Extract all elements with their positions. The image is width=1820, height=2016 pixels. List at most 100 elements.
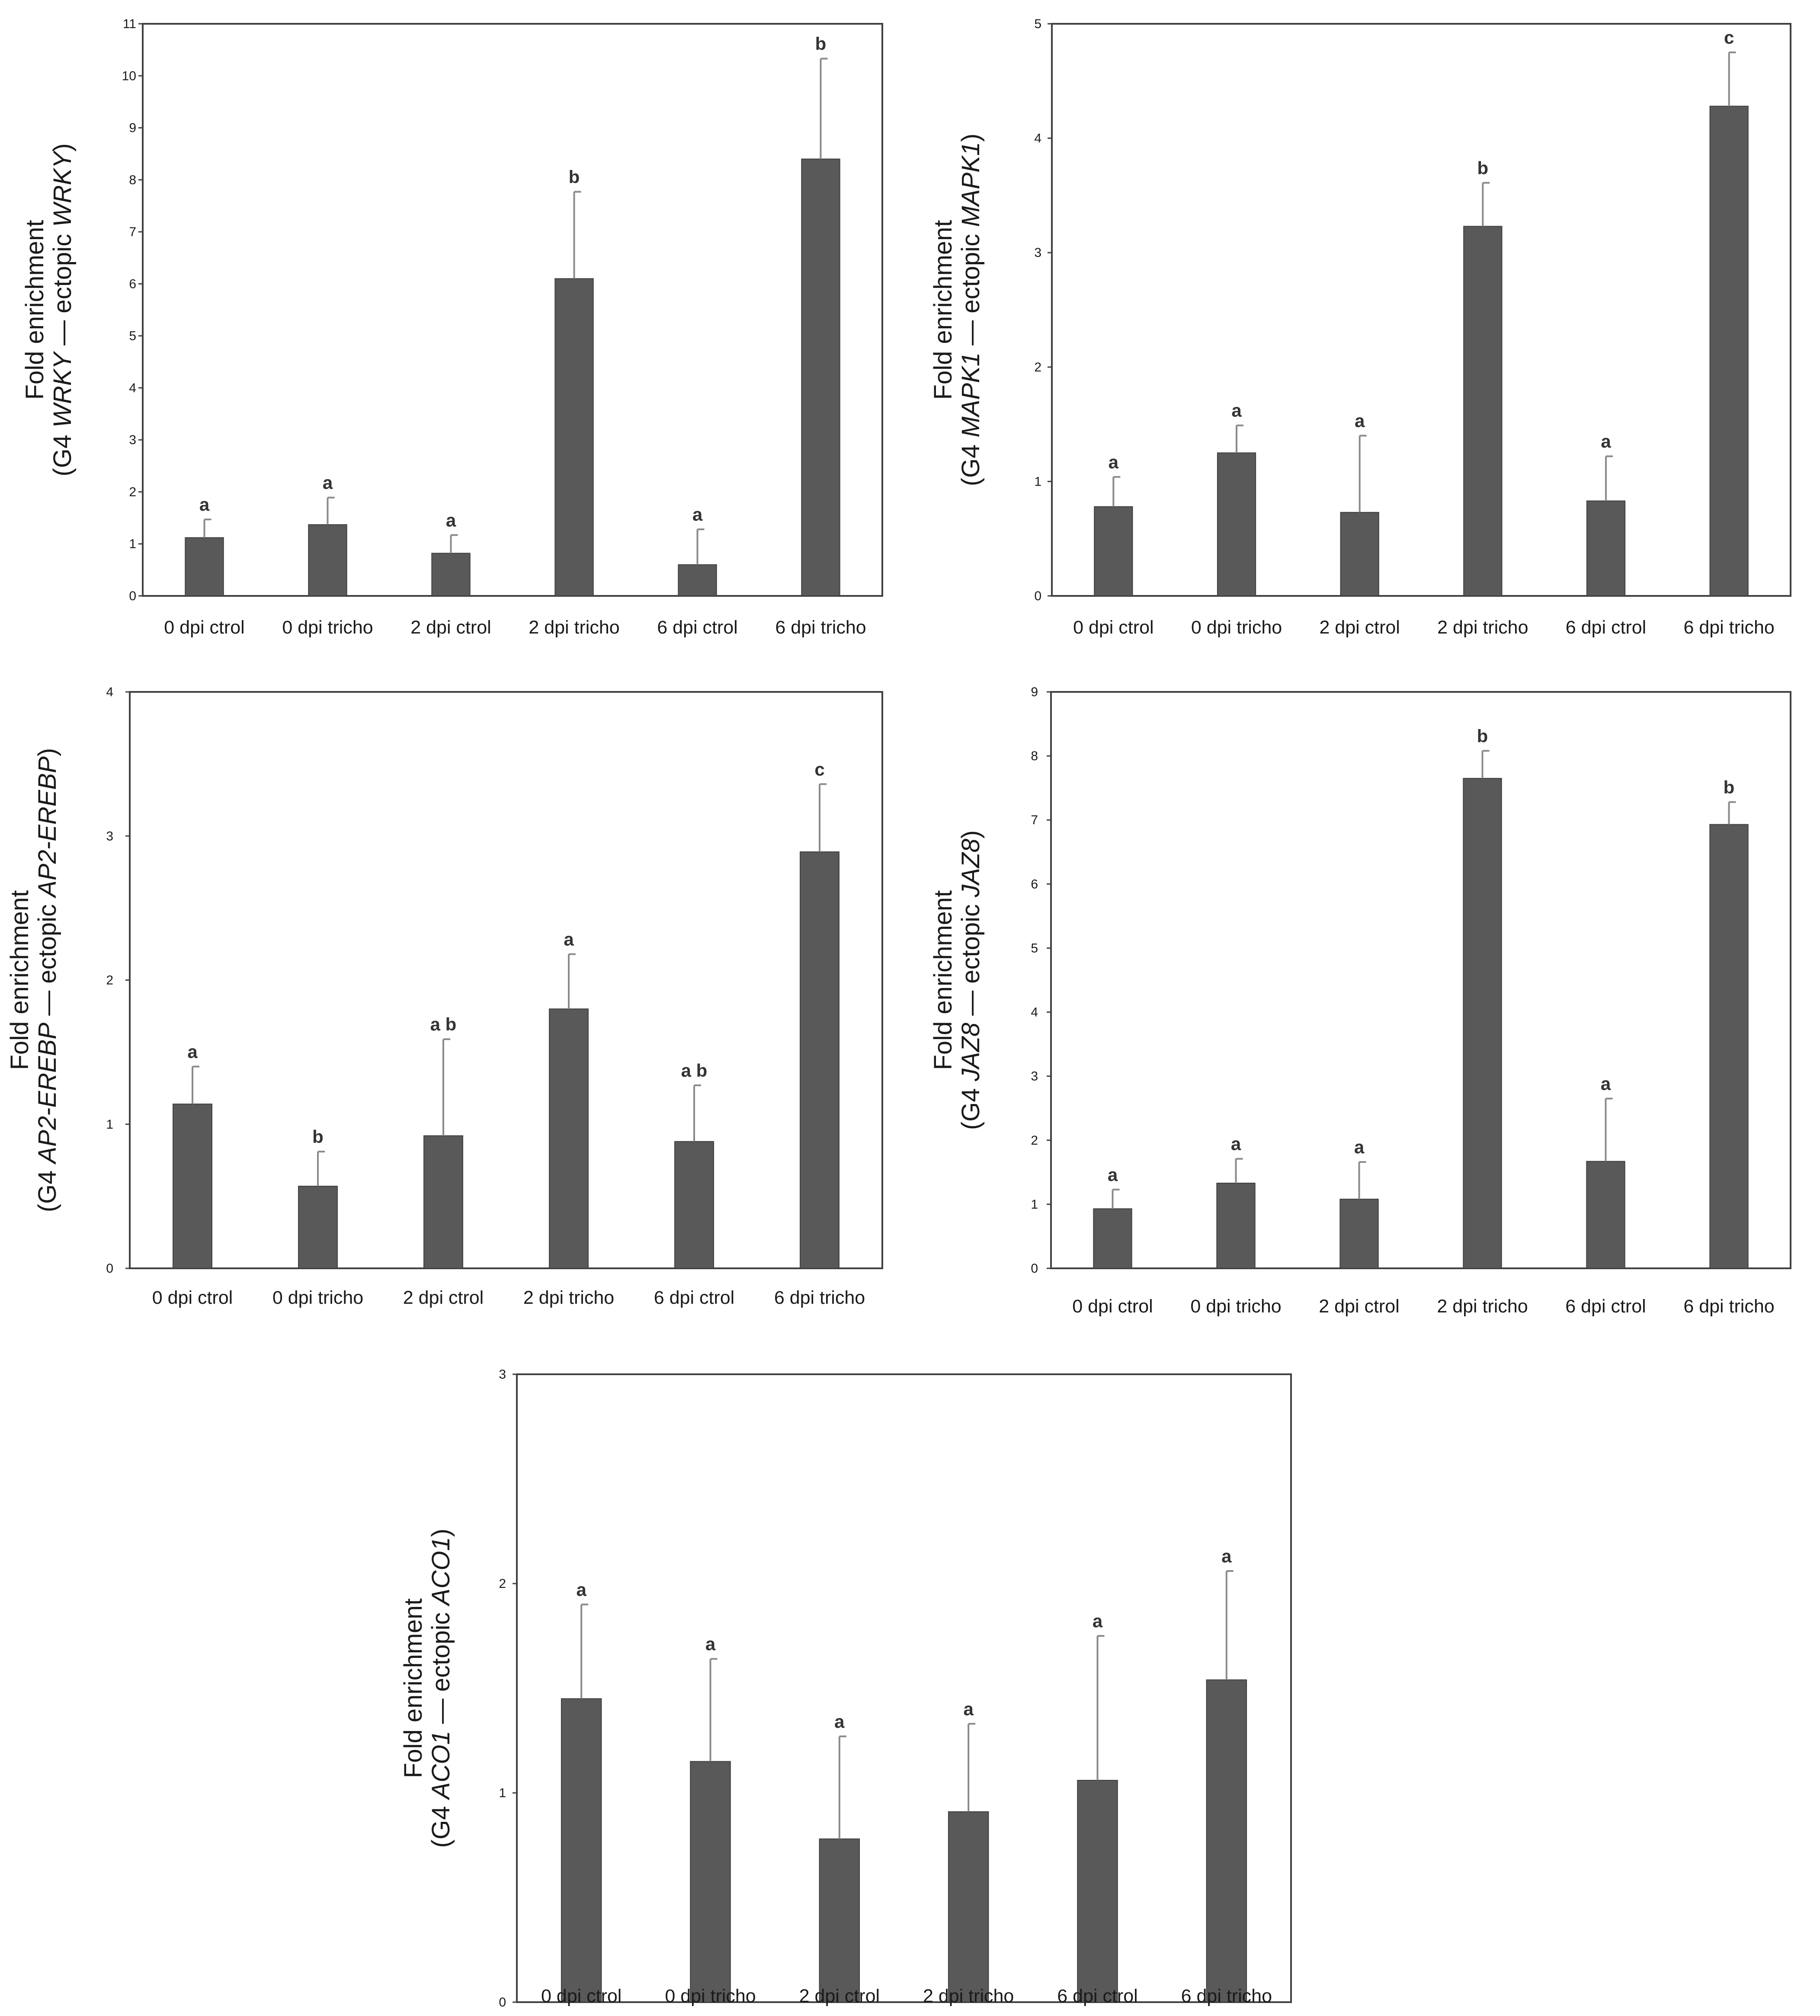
y-tick-label: 1 <box>1034 474 1041 489</box>
y-tick-label: 8 <box>129 173 136 187</box>
y-tick-label: 9 <box>1031 685 1038 699</box>
y-axis-label-line2-prefix: (G4 <box>957 437 985 486</box>
category-label: 2 dpi tricho <box>923 1986 1014 2006</box>
category-label: 2 dpi ctrol <box>1319 1296 1399 1317</box>
y-axis-label: Fold enrichment(G4 ACO1 — ectopic ACO1) <box>399 1529 455 1848</box>
category-label: 6 dpi tricho <box>775 617 866 638</box>
significance-letter: a <box>1601 431 1611 451</box>
category-label: 6 dpi ctrol <box>657 617 737 638</box>
y-axis-label-line1: Fold enrichment <box>399 1598 427 1778</box>
y-tick-label: 3 <box>499 1367 506 1382</box>
y-axis-label-gene: ACO1 <box>427 1731 455 1800</box>
significance-letter: a <box>323 473 333 493</box>
category-label: 6 dpi tricho <box>1683 617 1774 638</box>
plot-frame <box>142 23 883 597</box>
significance-letter: a <box>1231 400 1242 421</box>
y-axis-label-line2-prefix: (G4 <box>427 1799 455 1848</box>
bar <box>1586 1161 1625 1269</box>
y-axis-label-gene: WRKY <box>48 351 77 428</box>
y-axis-label-line1: Fold enrichment <box>21 220 49 400</box>
category-label: 2 dpi tricho <box>1437 1296 1528 1317</box>
y-axis-label-line2-suffix: ) <box>957 830 985 838</box>
y-axis-label: Fold enrichment(G4 JAZ8 — ectopic JAZ8) <box>929 830 985 1130</box>
y-tick-label: 0 <box>129 589 136 603</box>
significance-letter: a <box>576 1579 586 1600</box>
y-tick-label: 1 <box>106 1117 113 1132</box>
bar <box>1093 1208 1132 1269</box>
y-axis-label: Fold enrichment (G4 MAPK1 — ectopic MAPK1… <box>929 134 985 486</box>
bar <box>1340 512 1379 597</box>
y-tick-label: 3 <box>1031 1069 1038 1084</box>
plot-frame <box>1050 691 1791 1269</box>
category-label: 2 dpi tricho <box>1437 617 1528 638</box>
bar <box>674 1141 714 1269</box>
category-label: 2 dpi ctrol <box>1319 617 1400 638</box>
category-label: 0 dpi tricho <box>1191 617 1282 638</box>
y-tick-label: 4 <box>106 685 113 699</box>
significance-letter: c <box>814 759 824 779</box>
y-axis-label-line2-prefix: (G4 <box>33 1163 61 1212</box>
y-tick-label: 1 <box>1031 1197 1038 1212</box>
y-tick-label: 6 <box>129 277 136 291</box>
y-axis-label-line2-prefix: (G4 <box>957 1081 985 1130</box>
bar <box>554 278 594 596</box>
category-label: 6 dpi tricho <box>1683 1296 1774 1317</box>
y-axis-label-gene: AP2-EREBP <box>33 756 61 899</box>
bar <box>298 1186 338 1269</box>
category-label: 0 dpi tricho <box>665 1986 756 2006</box>
significance-letter: a <box>834 1711 845 1731</box>
significance-letter: a <box>1108 1165 1118 1185</box>
significance-letter: a <box>1601 1074 1611 1094</box>
y-tick-label: 2 <box>1034 360 1041 374</box>
y-tick-label: 4 <box>1034 131 1041 146</box>
bar <box>431 553 471 596</box>
significance-letter: b <box>815 34 827 54</box>
y-tick-label: 2 <box>1031 1133 1038 1148</box>
y-axis-label-line2-suffix: ) <box>957 134 985 142</box>
bar <box>1586 500 1626 596</box>
category-label: 0 dpi ctrol <box>152 1287 233 1308</box>
bar <box>690 1761 731 2003</box>
category-label: 6 dpi ctrol <box>1566 617 1646 638</box>
bar <box>1077 1779 1118 2003</box>
y-axis-label-gene: JAZ8 <box>957 838 985 897</box>
bar <box>1709 106 1749 597</box>
y-tick-label: 10 <box>122 69 136 83</box>
y-axis-label-line2-mid: — ectopic <box>48 227 77 352</box>
y-tick-label: 4 <box>1031 1005 1038 1020</box>
significance-letter: a <box>1231 1134 1241 1154</box>
y-axis-label-line2-mid: — ectopic <box>33 897 61 1023</box>
y-axis-label-line2-suffix: ) <box>33 748 61 756</box>
category-label: 6 dpi tricho <box>774 1287 865 1308</box>
significance-letter: a <box>1093 1611 1103 1631</box>
y-tick-label: 3 <box>106 829 113 843</box>
panel-jaz8: 0 1 2 3 4 5 6 7 8 9 a 0 dpi ctrol a 0 dpi tricho a 2 dp… <box>929 685 1791 1317</box>
significance-letter: a b <box>681 1060 708 1081</box>
category-label: 0 dpi ctrol <box>541 1986 622 2006</box>
category-label: 0 dpi ctrol <box>1072 1296 1153 1317</box>
y-tick-label: 11 <box>123 17 136 31</box>
significance-letter: a <box>1355 411 1365 431</box>
category-label: 0 dpi tricho <box>282 617 373 638</box>
y-tick-label: 5 <box>1034 17 1041 31</box>
bar <box>185 537 224 597</box>
y-tick-label: 8 <box>1031 749 1038 763</box>
significance-letter: a <box>963 1699 974 1719</box>
y-axis-label-line1: Fold enrichment <box>6 890 34 1070</box>
y-tick-label: 7 <box>1031 813 1038 827</box>
significance-letter: a b <box>430 1014 457 1034</box>
bar <box>549 1008 589 1269</box>
y-axis-label-line2-mid: — ectopic <box>957 227 985 352</box>
significance-letter: c <box>1724 27 1734 48</box>
category-label: 0 dpi ctrol <box>1073 617 1154 638</box>
y-axis-label-line2-suffix: ) <box>48 143 77 151</box>
bar <box>800 851 840 1269</box>
y-tick-label: 0 <box>1034 589 1041 603</box>
y-tick-label: 0 <box>1031 1261 1038 1276</box>
y-tick-label: 3 <box>1034 246 1041 260</box>
y-tick-label: 6 <box>1031 877 1038 891</box>
bar <box>1206 1679 1247 2003</box>
y-tick-label: 5 <box>1031 941 1038 955</box>
y-axis-label-line1: Fold enrichment <box>929 220 957 400</box>
